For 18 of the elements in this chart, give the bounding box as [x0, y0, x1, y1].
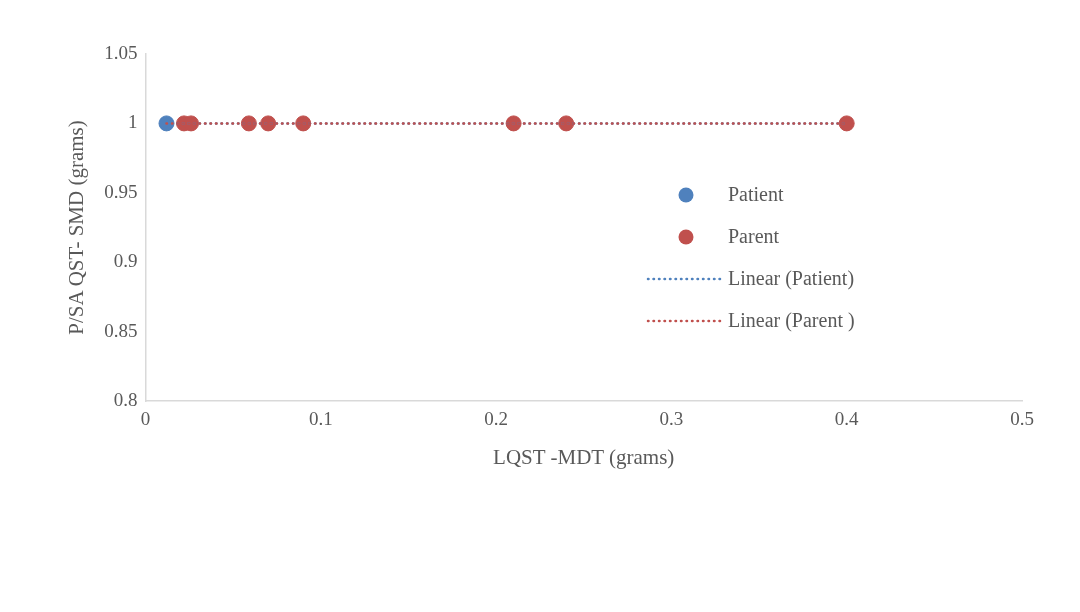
y-tick-label: 1.05 — [104, 41, 138, 63]
x-tick-label: 0.2 — [484, 408, 508, 430]
legend-label: Linear (Parent ) — [728, 309, 855, 333]
x-tick-label: 0 — [140, 408, 151, 430]
y-tick-label: 0.8 — [113, 388, 138, 410]
x-tick-label: 0.4 — [834, 408, 860, 430]
legend-label: Parent — [728, 225, 780, 248]
legend-label: Linear (Patient) — [728, 267, 855, 291]
x-tick-label: 0.3 — [659, 408, 684, 430]
x-tick-label: 0.5 — [1010, 408, 1034, 430]
legend-label: Patient — [728, 183, 784, 206]
y-tick-label: 1 — [127, 111, 138, 133]
y-tick-label: 0.9 — [113, 250, 138, 272]
y-tick-label: 0.95 — [104, 180, 138, 202]
x-tick-label: 0.1 — [308, 408, 333, 430]
x-axis-title: LQST -MDT (grams) — [493, 444, 675, 469]
y-axis-title: P/SA QST- SMD (grams) — [64, 120, 89, 335]
y-tick-label: 0.85 — [104, 319, 138, 341]
